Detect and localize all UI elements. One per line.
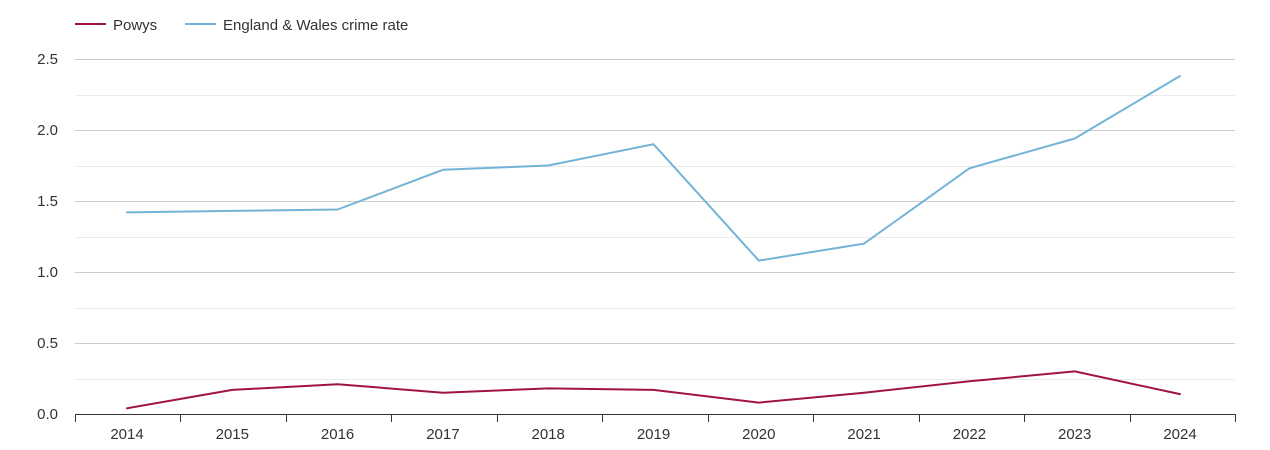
x-tick-label: 2021 — [847, 426, 880, 443]
x-tick-label: 2014 — [110, 426, 143, 443]
series-line-england-wales[interactable] — [126, 75, 1181, 262]
y-tick-label: 0.5 — [37, 335, 58, 352]
x-tick-label: 2017 — [426, 426, 459, 443]
legend-item-powys[interactable]: Powys — [75, 17, 157, 34]
legend-label-powys: Powys — [113, 17, 157, 34]
series — [126, 75, 1181, 410]
series-line-powys[interactable] — [126, 370, 1181, 410]
legend: Powys England & Wales crime rate — [75, 17, 408, 34]
x-tick-label: 2016 — [321, 426, 354, 443]
legend-item-england-wales[interactable]: England & Wales crime rate — [185, 17, 408, 34]
y-tick-label: 1.5 — [37, 193, 58, 210]
x-tick-label: 2022 — [953, 426, 986, 443]
y-tick-label: 2.0 — [37, 122, 58, 139]
x-tick-label: 2015 — [216, 426, 249, 443]
y-tick-label: 1.0 — [37, 264, 58, 281]
x-tick-label: 2020 — [742, 426, 775, 443]
x-tick-label: 2018 — [532, 426, 565, 443]
legend-label-england-wales: England & Wales crime rate — [223, 17, 408, 34]
y-tick-label: 2.5 — [37, 51, 58, 68]
x-tick-label: 2024 — [1163, 426, 1196, 443]
gridlines — [75, 59, 1235, 380]
x-tick-label: 2019 — [637, 426, 670, 443]
x-axis-ticks: 2014 2015 2016 2017 2018 2019 2020 2021 2022 2023… — [75, 414, 1236, 443]
y-axis-ticks: 0.0 0.5 1.0 1.5 2.0 2.5 — [37, 51, 58, 423]
y-tick-label: 0.0 — [37, 406, 58, 423]
x-tick-label: 2023 — [1058, 426, 1091, 443]
